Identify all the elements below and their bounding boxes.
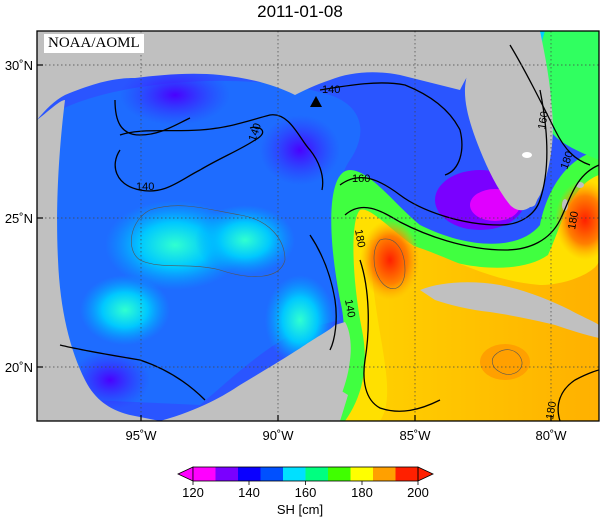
contour-180-loop — [344, 164, 599, 251]
lat-tick-20n: 20˚N — [5, 360, 33, 375]
lon-tick-85w: 85˚W — [399, 428, 431, 443]
map-frame — [36, 30, 600, 422]
contour-label-180-b: 180 — [559, 150, 577, 171]
contour-label-140-d: 140 — [342, 298, 357, 318]
colorbar-cell — [260, 467, 284, 481]
contour-140-east — [319, 82, 463, 176]
colorbar-cell — [373, 467, 396, 481]
land-bahamas-2 — [562, 199, 568, 211]
contour-label-180-a: 180 — [352, 228, 367, 248]
colorbar-cell — [215, 467, 239, 481]
land-cuba — [420, 282, 599, 338]
contour-140-north — [119, 114, 324, 191]
contour-label-140-c: 140 — [136, 181, 154, 193]
credit-label: NOAA/AOML — [44, 34, 144, 53]
colorbar-tick-160: 160 — [295, 485, 317, 500]
colorbar-label: SH [cm] — [276, 502, 324, 517]
colorbar-tick-180: 180 — [351, 485, 373, 500]
contour-label-140-a: 140 — [322, 84, 340, 96]
caribbean-warm — [370, 239, 599, 421]
contour-180-caribbean — [359, 259, 441, 412]
colorbar-cell — [193, 467, 216, 481]
map-grid — [37, 31, 599, 421]
warm-eddy-yucatan — [360, 220, 420, 300]
contour-label-160-a: 160 — [352, 173, 370, 185]
contour-160-loop — [339, 89, 548, 226]
land-florida — [464, 31, 553, 211]
land-central-america — [330, 390, 348, 421]
colorbar-cell — [395, 467, 419, 481]
lat-tick-25n: 25˚N — [5, 211, 33, 226]
lon-tick-90w: 90˚W — [262, 428, 294, 443]
lon-tick-95w: 95˚W — [125, 428, 157, 443]
station-triangle-marker — [310, 96, 322, 107]
colorbar-cell — [238, 467, 261, 481]
land-bahamas-1 — [522, 152, 532, 158]
contour-140-nw — [114, 99, 191, 136]
contour-label-160-b: 160 — [536, 110, 551, 130]
colorbar-cell — [328, 467, 351, 481]
land-us-gulf-coast — [37, 31, 544, 207]
low-north-central — [260, 115, 340, 185]
colorbar-tick-120: 120 — [182, 485, 204, 500]
land-yucatan — [160, 322, 351, 421]
lat-tick-30n: 30˚N — [5, 58, 33, 73]
contour-140-south — [309, 234, 337, 351]
contour-minor-1 — [131, 205, 286, 277]
contour-160-atlantic — [509, 44, 591, 166]
colorbar-tick-200: 200 — [407, 485, 429, 500]
low-northwest — [120, 65, 230, 125]
contour-140-loop — [114, 126, 264, 192]
contour-label-180-d: 180 — [544, 400, 559, 420]
contour-180-atlantic — [557, 369, 599, 421]
colorbar-cell — [350, 467, 374, 481]
map-title: 2011-01-08 — [257, 2, 343, 21]
cyan-patch-center — [195, 205, 295, 275]
contour-140-southwest — [59, 344, 206, 401]
contour-label-140-b: 140 — [247, 122, 265, 143]
lon-tick-80w: 80˚W — [535, 428, 567, 443]
colorbar-cell — [305, 467, 329, 481]
contour-minor-3 — [373, 238, 406, 289]
contour-label-180-c: 180 — [566, 210, 581, 230]
land-mexico-west — [37, 100, 160, 421]
colorbar-cell — [283, 467, 306, 481]
colorbar-arrow-high — [417, 466, 434, 482]
contour-minor-2 — [491, 349, 523, 375]
colorbar-arrow-low — [177, 466, 194, 482]
colorbar-tick-140: 140 — [238, 485, 260, 500]
colorbar: 120 140 160 180 200 — [177, 466, 434, 500]
cyan-patch-south — [80, 275, 170, 345]
